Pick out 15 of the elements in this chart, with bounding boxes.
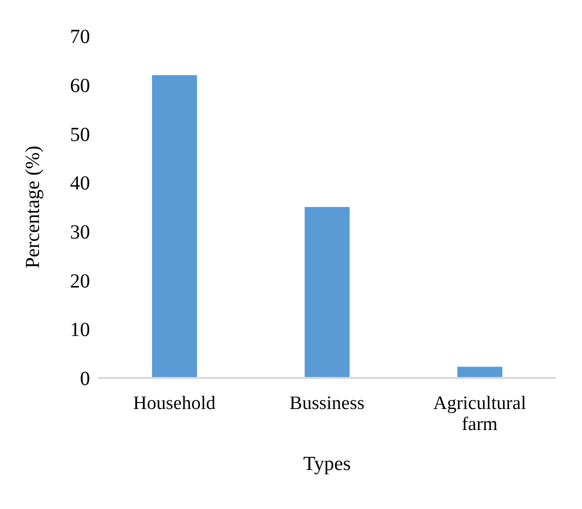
y-tick-label: 40 [70, 172, 90, 195]
x-axis-title: Types [303, 453, 351, 475]
x-tick-label: Bussiness [290, 393, 364, 414]
y-axis-title: Percentage (%) [22, 146, 44, 268]
y-tick-label: 20 [70, 270, 90, 292]
y-tick-label: 0 [80, 368, 90, 390]
x-tick-label: Agricultural farm [433, 393, 526, 436]
y-tick-label: 60 [70, 74, 90, 97]
x-tick-label: Household [133, 393, 216, 414]
y-tick-label: 70 [70, 26, 90, 48]
bar [304, 207, 350, 378]
y-tick-label: 30 [70, 222, 90, 244]
bar [152, 75, 197, 378]
y-tick-label: 10 [70, 319, 90, 342]
y-tick-label: 50 [70, 124, 90, 146]
